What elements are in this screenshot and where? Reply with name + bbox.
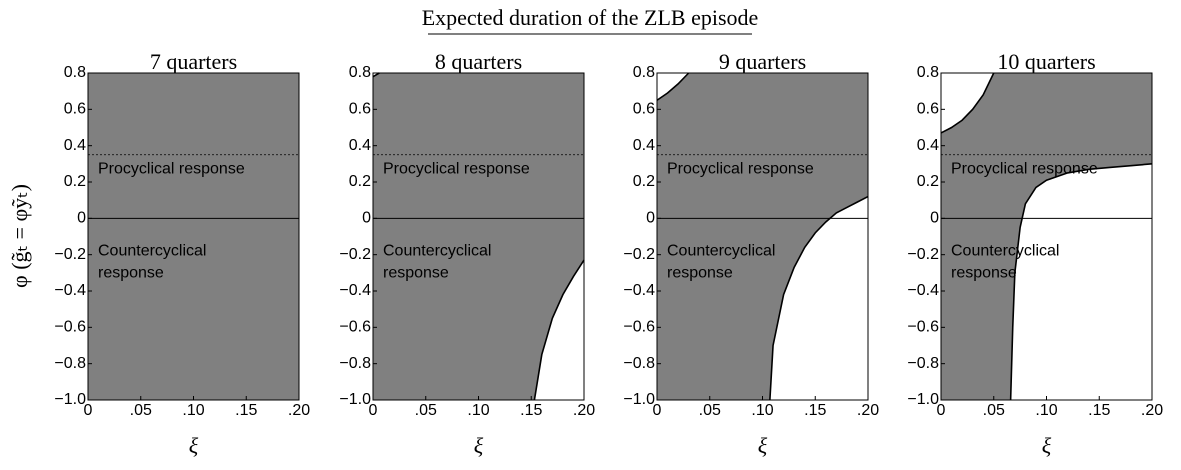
y-tick-label: 0 [362, 210, 371, 227]
y-tick-label: −0.2 [907, 246, 939, 263]
x-axis-label: ξ [474, 433, 484, 458]
y-tick-label: 0.4 [917, 137, 939, 154]
y-tick-label: −0.4 [623, 282, 655, 299]
y-tick-label: 0.6 [633, 101, 655, 118]
x-tick-label: .20 [857, 402, 879, 419]
annotation: Countercyclical [951, 242, 1059, 259]
y-tick-label: −0.6 [339, 319, 371, 336]
annotation: response [98, 264, 164, 281]
y-tick-label: 0.8 [917, 64, 939, 81]
x-axis-label: ξ [1042, 433, 1052, 458]
y-tick-label: 0.4 [633, 137, 655, 154]
annotation: Countercyclical [98, 242, 206, 259]
y-tick-label: 0.2 [349, 173, 371, 190]
unshaded-region [941, 73, 994, 133]
panel-title: 10 quarters [997, 49, 1095, 74]
x-tick-label: .10 [751, 402, 773, 419]
y-tick-label: 0.8 [349, 64, 371, 81]
boundary-curve [533, 259, 585, 401]
y-tick-label: 0.4 [64, 137, 86, 154]
boundary-curve [372, 72, 380, 78]
y-tick-label: 0.8 [633, 64, 655, 81]
y-tick-label: −1.0 [339, 391, 371, 408]
y-tick-label: −0.2 [54, 246, 86, 263]
y-tick-label: −0.2 [339, 246, 371, 263]
x-axis-label: ξ [189, 433, 199, 458]
shaded-area [88, 73, 299, 400]
annotation: Procyclical response [951, 161, 1098, 178]
y-tick-label: −0.4 [54, 282, 86, 299]
panel-title: 8 quarters [435, 49, 522, 74]
y-axis-label: φ (g̃ₜ = φỹₜ) [7, 184, 32, 288]
y-tick-label: 0.6 [349, 101, 371, 118]
panel-title: 9 quarters [719, 49, 806, 74]
x-tick-label: .15 [804, 402, 826, 419]
y-tick-label: −1.0 [54, 391, 86, 408]
x-tick-label: .15 [235, 402, 257, 419]
y-tick-label: 0.2 [917, 173, 939, 190]
x-tick-label: 0 [84, 402, 93, 419]
boundary-curve [1009, 163, 1153, 401]
y-tick-label: −0.6 [907, 319, 939, 336]
x-axis-label: ξ [758, 433, 768, 458]
x-tick-label: .20 [288, 402, 310, 419]
annotation: response [667, 264, 733, 281]
y-tick-label: 0 [646, 210, 655, 227]
y-tick-label: 0.2 [64, 173, 86, 190]
x-tick-label: .10 [467, 402, 489, 419]
y-tick-label: −1.0 [623, 391, 655, 408]
annotation: Countercyclical [383, 242, 491, 259]
y-tick-label: −0.6 [623, 319, 655, 336]
unshaded-region [769, 196, 868, 400]
y-tick-label: −0.4 [339, 282, 371, 299]
y-tick-label: −0.8 [907, 355, 939, 372]
boundary-curve [940, 72, 995, 134]
y-tick-label: −0.2 [623, 246, 655, 263]
annotation: Procyclical response [667, 161, 814, 178]
y-tick-label: 0.6 [64, 101, 86, 118]
x-tick-label: 0 [653, 402, 662, 419]
y-tick-label: −0.4 [907, 282, 939, 299]
x-tick-label: .05 [983, 402, 1005, 419]
y-tick-label: −0.8 [339, 355, 371, 372]
y-tick-label: 0 [930, 210, 939, 227]
y-tick-label: −1.0 [907, 391, 939, 408]
annotation: Procyclical response [98, 161, 245, 178]
unshaded-region [1010, 163, 1152, 400]
annotation: response [951, 264, 1017, 281]
unshaded-region [657, 73, 689, 101]
y-tick-label: 0 [77, 210, 86, 227]
y-tick-label: −0.8 [54, 355, 86, 372]
annotation: Procyclical response [383, 161, 530, 178]
x-tick-label: .10 [182, 402, 204, 419]
x-tick-label: 0 [937, 402, 946, 419]
x-tick-label: .20 [1141, 402, 1163, 419]
unshaded-region [534, 260, 584, 400]
y-tick-label: 0.4 [349, 137, 371, 154]
x-tick-label: .05 [415, 402, 437, 419]
x-tick-label: .15 [520, 402, 542, 419]
x-tick-label: .05 [699, 402, 721, 419]
figure-title: Expected duration of the ZLB episode [422, 5, 759, 30]
x-tick-label: .10 [1035, 402, 1057, 419]
y-tick-label: −0.6 [54, 319, 86, 336]
x-tick-label: .15 [1088, 402, 1110, 419]
panel-title: 7 quarters [150, 49, 237, 74]
y-tick-label: 0.6 [917, 101, 939, 118]
boundary-curve [656, 72, 690, 101]
boundary-curve [769, 195, 869, 401]
y-tick-label: 0.2 [633, 173, 655, 190]
x-tick-label: .05 [130, 402, 152, 419]
annotation: Countercyclical [667, 242, 775, 259]
x-tick-label: .20 [573, 402, 595, 419]
annotation: response [383, 264, 449, 281]
y-tick-label: −0.8 [623, 355, 655, 372]
x-tick-label: 0 [369, 402, 378, 419]
y-tick-label: 0.8 [64, 64, 86, 81]
